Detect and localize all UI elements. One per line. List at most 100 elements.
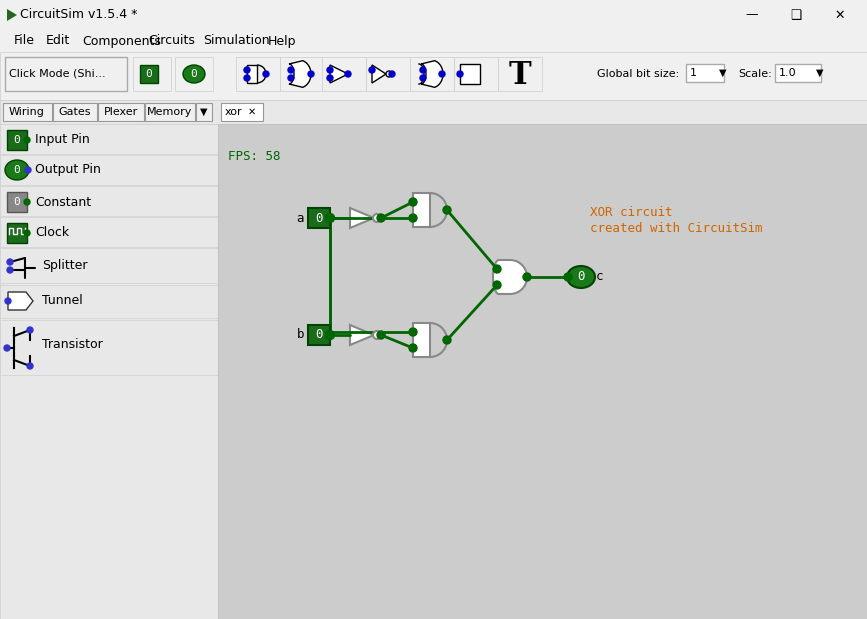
Bar xyxy=(0,124,218,619)
Text: Scale:: Scale: xyxy=(738,69,772,79)
Text: Input Pin: Input Pin xyxy=(35,134,90,147)
Circle shape xyxy=(288,67,294,73)
Circle shape xyxy=(377,214,385,222)
Text: 1: 1 xyxy=(690,68,697,78)
Polygon shape xyxy=(413,193,430,227)
Circle shape xyxy=(373,214,381,222)
Bar xyxy=(7,130,27,150)
Circle shape xyxy=(457,71,463,77)
Polygon shape xyxy=(421,61,443,87)
Circle shape xyxy=(326,331,334,339)
Text: 0: 0 xyxy=(577,271,584,284)
Circle shape xyxy=(24,199,30,205)
Text: ✕: ✕ xyxy=(835,9,845,22)
Circle shape xyxy=(7,259,13,265)
Bar xyxy=(322,57,366,91)
Circle shape xyxy=(24,137,30,143)
Text: 0: 0 xyxy=(191,69,198,79)
Text: Splitter: Splitter xyxy=(42,259,88,272)
Bar xyxy=(0,155,218,185)
Bar xyxy=(175,57,213,91)
Circle shape xyxy=(564,273,572,281)
Bar xyxy=(3,103,52,121)
Bar xyxy=(0,248,218,283)
Circle shape xyxy=(288,75,294,81)
Bar xyxy=(145,103,195,121)
Polygon shape xyxy=(247,65,257,83)
Text: c: c xyxy=(596,271,603,284)
Circle shape xyxy=(244,75,250,81)
Bar xyxy=(775,64,821,82)
Polygon shape xyxy=(413,323,430,357)
Text: FPS: 58: FPS: 58 xyxy=(228,150,281,163)
Circle shape xyxy=(409,344,417,352)
Bar xyxy=(366,57,410,91)
Text: CircuitSim v1.5.4 *: CircuitSim v1.5.4 * xyxy=(20,9,137,22)
Circle shape xyxy=(4,345,10,351)
Text: Transistor: Transistor xyxy=(42,339,103,352)
Circle shape xyxy=(373,331,381,339)
Text: Simulation: Simulation xyxy=(203,35,270,48)
Circle shape xyxy=(244,67,250,73)
Circle shape xyxy=(443,206,451,214)
Bar xyxy=(0,30,867,52)
Text: —: — xyxy=(746,9,759,22)
Circle shape xyxy=(7,267,13,273)
Text: xor: xor xyxy=(225,107,243,117)
Bar xyxy=(218,124,867,619)
Circle shape xyxy=(439,71,445,77)
Bar xyxy=(53,103,97,121)
Circle shape xyxy=(420,75,426,81)
Text: ▼: ▼ xyxy=(200,107,208,117)
Bar xyxy=(133,57,171,91)
Ellipse shape xyxy=(183,65,205,83)
Bar xyxy=(140,65,158,83)
Bar xyxy=(0,100,867,124)
Text: Constant: Constant xyxy=(35,196,91,209)
Circle shape xyxy=(327,75,333,81)
Text: 1.0: 1.0 xyxy=(779,68,797,78)
Bar xyxy=(0,217,218,247)
Text: Wiring: Wiring xyxy=(9,107,45,117)
Circle shape xyxy=(25,167,31,173)
Text: Plexer: Plexer xyxy=(104,107,138,117)
Polygon shape xyxy=(493,260,527,294)
Text: Components: Components xyxy=(82,35,161,48)
Text: Tunnel: Tunnel xyxy=(42,295,82,308)
Circle shape xyxy=(409,214,417,222)
Polygon shape xyxy=(7,9,17,21)
Circle shape xyxy=(263,71,269,77)
Circle shape xyxy=(377,331,385,339)
Text: 0: 0 xyxy=(14,197,21,207)
Circle shape xyxy=(325,214,335,222)
Bar xyxy=(410,57,454,91)
Bar xyxy=(686,64,724,82)
Circle shape xyxy=(27,363,33,369)
Circle shape xyxy=(27,327,33,333)
Text: created with CircuitSim: created with CircuitSim xyxy=(590,222,762,235)
Bar xyxy=(0,320,218,375)
Text: a: a xyxy=(297,212,304,225)
Bar xyxy=(196,103,212,121)
Bar xyxy=(0,52,867,100)
Circle shape xyxy=(369,67,375,73)
Text: Help: Help xyxy=(268,35,297,48)
Text: Click Mode (Shi...: Click Mode (Shi... xyxy=(9,69,106,79)
Bar xyxy=(7,223,27,243)
Polygon shape xyxy=(350,208,374,228)
Bar xyxy=(0,0,867,30)
Text: ❑: ❑ xyxy=(791,9,802,22)
Ellipse shape xyxy=(567,266,595,288)
Bar xyxy=(221,103,263,121)
Text: T: T xyxy=(509,61,531,92)
Circle shape xyxy=(523,273,531,281)
Bar xyxy=(0,186,218,216)
Bar xyxy=(98,103,144,121)
Circle shape xyxy=(24,230,30,236)
Text: ▼: ▼ xyxy=(720,68,727,78)
Circle shape xyxy=(5,298,11,304)
Text: 0: 0 xyxy=(316,329,323,342)
Text: 0: 0 xyxy=(146,69,153,79)
Circle shape xyxy=(420,67,426,73)
Text: XOR circuit: XOR circuit xyxy=(590,207,673,220)
